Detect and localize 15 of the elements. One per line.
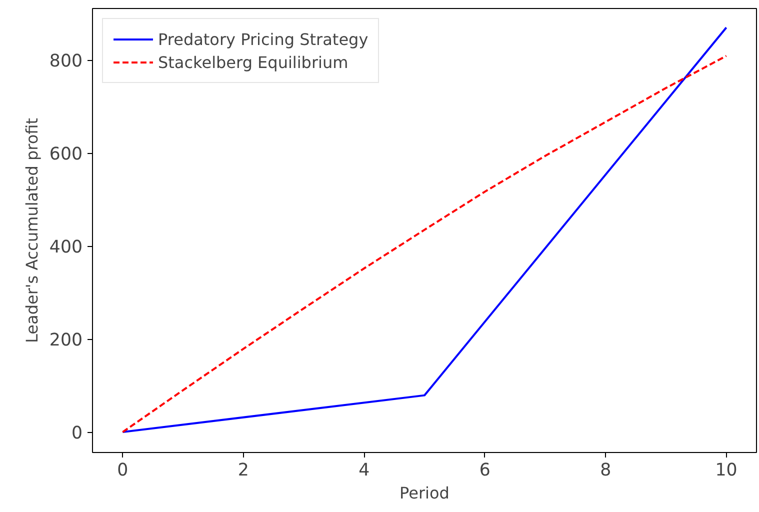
- x-tick-label: 10: [715, 460, 738, 480]
- y-tick-label: 600: [49, 144, 83, 165]
- x-axis-title: Period: [400, 484, 450, 502]
- y-axis-title: Leader's Accumulated profit: [22, 118, 42, 343]
- x-tick-label: 6: [479, 460, 490, 480]
- x-tick-label: 4: [358, 460, 370, 480]
- x-tick-label: 8: [600, 460, 612, 480]
- y-tick-label: 800: [49, 52, 83, 72]
- legend-label: Stackelberg Equilibrium: [158, 52, 348, 72]
- y-tick-label: 200: [49, 330, 83, 351]
- x-tick-label: 0: [117, 460, 128, 480]
- x-tick-label: 2: [238, 460, 249, 480]
- legend-label: Predatory Pricing Strategy: [158, 30, 368, 48]
- y-tick-label: 400: [49, 238, 83, 258]
- y-tick-label: 0: [71, 424, 83, 444]
